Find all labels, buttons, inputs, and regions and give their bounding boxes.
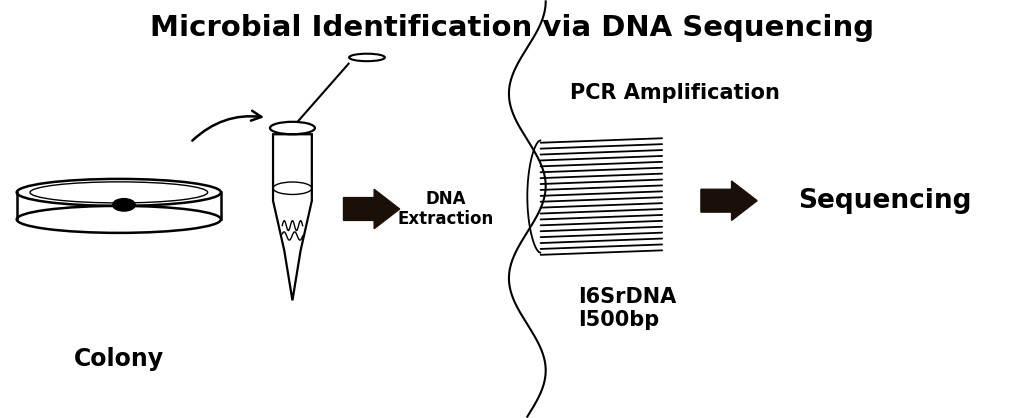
Text: Colony: Colony (74, 347, 164, 371)
Text: PCR Amplification: PCR Amplification (570, 83, 780, 103)
FancyArrow shape (700, 181, 757, 220)
Text: DNA
Extraction: DNA Extraction (397, 190, 494, 228)
Ellipse shape (113, 199, 135, 211)
Text: Microbial Identification via DNA Sequencing: Microbial Identification via DNA Sequenc… (150, 14, 874, 42)
Text: Sequencing: Sequencing (798, 188, 972, 214)
Text: I6SrDNA
I500bp: I6SrDNA I500bp (579, 287, 677, 330)
FancyArrow shape (343, 189, 399, 229)
